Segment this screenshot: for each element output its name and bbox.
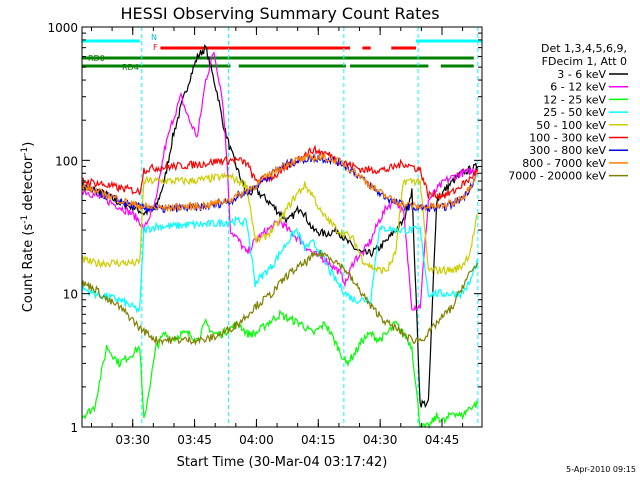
legend-label-8: 800 - 7000 keV <box>522 157 606 170</box>
flag-label-rd0: RD0 <box>88 54 105 63</box>
plot-frame <box>81 26 483 428</box>
legend-label-1: 3 - 6 keV <box>557 68 606 81</box>
legend-label-5: 50 - 100 keV <box>536 119 606 132</box>
flag-label-rd4: RD4 <box>122 63 139 72</box>
flag-label-n: N <box>151 33 157 42</box>
legend: Det 1,3,4,5,6,9, FDecim 1, Att 0 3 - 6 k… <box>508 42 628 183</box>
y-tick-label: 100 <box>55 154 78 168</box>
series-line-5 <box>81 171 479 276</box>
x-tick-label: 03:45 <box>177 433 212 447</box>
legend-label-9: 7000 - 20000 keV <box>508 170 606 183</box>
chart-title: HESSI Observing Summary Count Rates <box>120 4 439 23</box>
x-tick-label: 04:00 <box>239 433 274 447</box>
series-layer <box>81 44 479 430</box>
x-tick-label: 04:30 <box>363 433 398 447</box>
legend-label-4: 25 - 50 keV <box>543 106 606 119</box>
series-line-9 <box>81 249 479 346</box>
x-axis-title: Start Time (30-Mar-04 03:17:42) <box>177 455 388 470</box>
x-tick-label: 04:15 <box>301 433 336 447</box>
legend-header-line-1: Det 1,3,4,5,6,9, <box>541 42 627 55</box>
legend-label-6: 100 - 300 keV <box>529 132 606 145</box>
legend-header-line-2: FDecim 1, Att 0 <box>542 55 627 68</box>
legend-label-2: 6 - 12 keV <box>550 81 606 94</box>
legend-label-3: 12 - 25 keV <box>543 93 606 106</box>
legend-label-7: 300 - 800 keV <box>529 144 606 157</box>
x-tick-label: 03:30 <box>115 433 150 447</box>
series-line-8 <box>81 152 479 213</box>
y-tick-label: 10 <box>63 288 78 302</box>
y-axis-title: Count Rate (s-1 detector-1) <box>20 142 36 313</box>
series-line-2 <box>81 51 479 311</box>
y-tick-label: 1000 <box>47 21 78 35</box>
footer-timestamp: 5-Apr-2010 09:15 <box>566 465 636 474</box>
series-line-3 <box>81 309 479 430</box>
y-tick-label: 1 <box>70 421 78 435</box>
series-line-4 <box>81 215 479 314</box>
axis-ticks: 1 10 100 1000 03:30 03:45 04:00 04:15 04:30 04:45 <box>47 21 482 447</box>
x-tick-label: 04:45 <box>425 433 460 447</box>
flag-label-f: F <box>153 43 158 52</box>
status-flags <box>82 27 482 427</box>
